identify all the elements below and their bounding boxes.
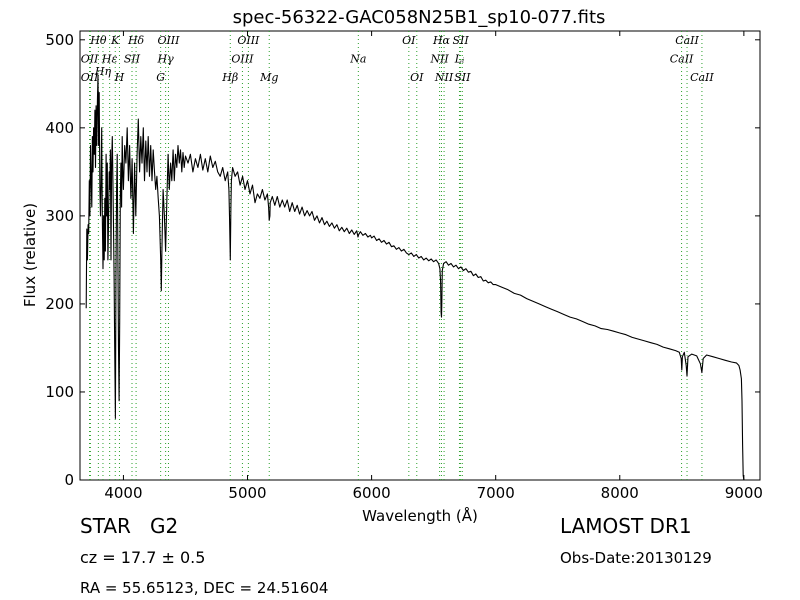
spectral-line-label: Hθ [89, 34, 107, 47]
observation-date: Obs-Date:20130129 [560, 549, 712, 567]
spectral-line-label: Hδ [127, 34, 145, 47]
x-tick-label: 4000 [104, 484, 142, 502]
redshift-text: cz = 17.7 ± 0.5 [80, 548, 206, 567]
spectral-line-label: Na [349, 53, 366, 66]
object-class: STAR G2 [80, 514, 179, 538]
x-axis-label: Wavelength (Å) [362, 506, 478, 525]
spectral-line-label: OI [410, 71, 424, 84]
y-tick-label: 500 [45, 31, 74, 49]
spectral-line-label: OIII [157, 34, 180, 47]
spectral-line-label: Mg [259, 71, 278, 84]
spectral-line-label: SII [452, 34, 469, 47]
y-tick-label: 200 [45, 295, 74, 313]
spectral-line-label: Hγ [157, 53, 175, 66]
spectral-line-label: NII [434, 71, 454, 84]
y-tick-label: 400 [45, 119, 74, 137]
spectral-line-label: G [156, 71, 165, 84]
coordinates-text: RA = 55.65123, DEC = 24.51604 [80, 579, 329, 597]
spectral-line-label: OII [81, 53, 99, 66]
spectral-line-label: OIII [237, 34, 260, 47]
survey-name: LAMOST DR1 [560, 514, 692, 538]
spectral-line-label: CaII [690, 71, 714, 84]
y-tick-label: 0 [64, 471, 74, 489]
plot-frame [79, 30, 761, 481]
chart-title: spec-56322-GAC058N25B1_sp10-077.fits [233, 7, 606, 28]
y-tick-label: 300 [45, 207, 74, 225]
spectral-line-label: OII [81, 71, 99, 84]
x-tick-label: 5000 [228, 484, 266, 502]
spectral-line-label: K [110, 34, 120, 47]
spectral-line-label: OIII [231, 53, 254, 66]
spectral-line-label: NII [429, 53, 449, 66]
spectral-line-label: CaII [675, 34, 699, 47]
spectrum-line [85, 74, 745, 481]
spectrum-series [85, 74, 745, 481]
spectral-line-label: Hε [101, 53, 118, 66]
spectral-line-label: H [114, 71, 125, 84]
x-tick-label: 6000 [353, 484, 391, 502]
spectral-line-markers [89, 31, 703, 480]
x-tick-label: 7000 [477, 484, 515, 502]
spectral-line-label: Hβ [221, 71, 238, 84]
y-tick-label: 100 [45, 383, 74, 401]
spectral-line-label: Lᵢ [454, 53, 465, 66]
spectral-line-label: Hα [432, 34, 451, 47]
spectral-line-label: OI [402, 34, 416, 47]
spectral-line-label: SII [454, 71, 471, 84]
spectral-line-label: CaII [670, 53, 694, 66]
x-tick-label: 8000 [601, 484, 639, 502]
spectral-line-label: SII [124, 53, 141, 66]
axis-ticks: 4000 5000 6000 7000 8000 9000 0 100 200 300 400 500 [45, 31, 763, 502]
x-tick-label: 9000 [725, 484, 763, 502]
y-axis-label: Flux (relative) [21, 203, 39, 307]
